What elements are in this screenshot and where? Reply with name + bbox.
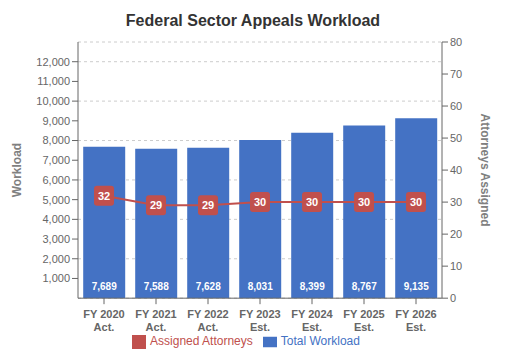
svg-text:40: 40 [450,164,462,176]
svg-text:7,000: 7,000 [42,154,70,166]
svg-text:1,000: 1,000 [42,272,70,284]
svg-text:7,588: 7,588 [144,281,169,292]
svg-text:29: 29 [202,199,214,211]
svg-text:20: 20 [450,228,462,240]
html-text:Assigned Attorneys: Assigned Attorneys [150,334,253,349]
svg-text:0: 0 [450,292,456,304]
svg-text:70: 70 [450,68,462,80]
html-text:Federal Sector Appeals Workloa: Federal Sector Appeals Workload [125,12,381,29]
svg-text:FY 2023Est.: FY 2023Est. [239,308,280,333]
svg-text:FY 2026Est.: FY 2026Est. [395,308,436,333]
svg-text:8,767: 8,767 [352,281,377,292]
svg-text:8,000: 8,000 [42,134,70,146]
svg-text:11,000: 11,000 [37,75,70,87]
svg-text:8,399: 8,399 [300,281,325,292]
svg-text:12,000: 12,000 [36,56,70,68]
html-text:Total Workload: Total Workload [280,334,360,349]
svg-text:30: 30 [410,196,422,208]
svg-text:FY 2024Est.: FY 2024Est. [291,308,333,333]
svg-text:Attorneys Assigned: Attorneys Assigned [478,114,492,227]
svg-text:7,628: 7,628 [196,281,221,292]
svg-text:8,031: 8,031 [248,281,273,292]
svg-text:FY 2022Act.: FY 2022Act. [187,308,228,333]
svg-text:Workload: Workload [10,143,24,197]
svg-text:32: 32 [98,190,110,202]
svg-text:50: 50 [450,132,462,144]
svg-text:29: 29 [150,199,162,211]
svg-text:FY 2025Est.: FY 2025Est. [343,308,384,333]
svg-text:30: 30 [254,196,266,208]
svg-text:9,000: 9,000 [42,115,70,127]
svg-text:9,135: 9,135 [404,281,429,292]
svg-text:30: 30 [358,196,370,208]
svg-text:10: 10 [450,260,462,272]
svg-text:FY 2021Act.: FY 2021Act. [135,308,176,333]
svg-text:FY 2020Act.: FY 2020Act. [83,308,124,333]
svg-text:7,689: 7,689 [92,281,117,292]
svg-text:80: 80 [450,36,462,48]
svg-text:3,000: 3,000 [42,233,70,245]
svg-text:5,000: 5,000 [42,194,70,206]
svg-text:30: 30 [306,196,318,208]
svg-text:2,000: 2,000 [42,253,70,265]
svg-text:10,000: 10,000 [36,95,70,107]
svg-text:60: 60 [450,100,462,112]
svg-text:6,000: 6,000 [42,174,70,186]
svg-text:30: 30 [450,196,462,208]
svg-text:4,000: 4,000 [42,213,70,225]
